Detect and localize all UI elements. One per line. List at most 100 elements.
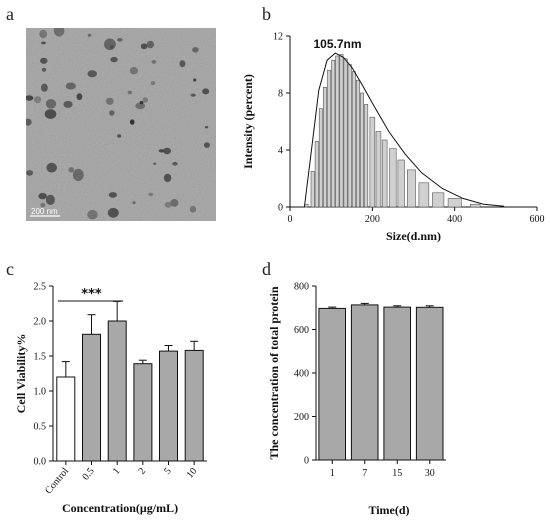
nanoparticle — [63, 100, 73, 108]
nanoparticle — [179, 60, 186, 68]
histogram-bar — [406, 169, 416, 208]
nanoparticle — [193, 78, 197, 82]
nanoparticle — [26, 118, 32, 126]
panel-c-letter: c — [6, 259, 14, 279]
x-axis-title: Concentration(μg/mL) — [62, 501, 178, 515]
y-tick-label: 600 — [294, 325, 309, 336]
bar — [56, 376, 76, 462]
histogram-bar — [343, 58, 348, 208]
nanoparticle — [41, 67, 47, 72]
nanoparticle — [158, 149, 165, 153]
nanoparticle — [26, 170, 34, 176]
histogram-bar — [322, 87, 327, 208]
nanoparticle — [140, 43, 148, 50]
nanoparticle — [163, 147, 171, 155]
nanoparticle — [203, 142, 210, 148]
panel-d-letter: d — [262, 259, 271, 279]
x-tick-label: 400 — [447, 214, 462, 225]
y-tick-label: 1.5 — [34, 352, 47, 363]
nanoparticle — [105, 97, 114, 105]
y-tick-label: 2.0 — [34, 317, 47, 328]
nanoparticle — [107, 207, 119, 218]
nanoparticle — [192, 47, 199, 53]
nanoparticle — [44, 109, 57, 119]
nanoparticle — [45, 99, 57, 109]
nanoparticle — [34, 96, 42, 104]
peak-size-annotation: 105.7nm — [313, 37, 361, 51]
nanoparticle — [40, 202, 46, 208]
nanoparticle — [110, 56, 118, 63]
bar — [350, 304, 379, 461]
nanoparticle — [150, 81, 156, 86]
y-tick-label: 0.5 — [34, 422, 47, 433]
nanoparticle — [202, 88, 210, 95]
y-axis-title: Cell Viability% — [14, 334, 28, 414]
nanoparticle — [142, 97, 149, 103]
histogram-bar — [310, 171, 315, 208]
panel-a-letter: a — [6, 4, 14, 24]
y-axis-title: Intensity (percent) — [241, 74, 255, 169]
histogram-bar — [389, 148, 397, 208]
nanoparticle — [129, 119, 135, 125]
x-tick-label: Control — [43, 466, 71, 497]
nanoparticle — [172, 161, 178, 166]
x-tick-label: 10 — [185, 466, 200, 481]
y-tick-label: 0.0 — [34, 457, 47, 468]
nanoparticle — [87, 33, 92, 37]
chart-d-total-protein: 0 200 400 600 800 1 7 15 30 Time(d) The concentrat… — [267, 282, 446, 517]
significance-stars: *** — [81, 287, 102, 302]
x-tick-label: 200 — [365, 214, 380, 225]
y-axis-title: The concentration of total protein — [267, 286, 281, 459]
nanoparticle — [38, 192, 47, 200]
nanoparticle — [163, 173, 172, 183]
x-tick-label: 600 — [530, 214, 545, 225]
nanoparticle — [65, 82, 76, 90]
histogram-bar — [447, 198, 462, 208]
y-tick-label: 2.5 — [34, 282, 47, 293]
x-axis-title: Size(d.nm) — [386, 229, 441, 243]
y-tick-label: 4 — [278, 146, 283, 157]
histogram-bar — [469, 203, 481, 208]
y-tick-label: 12 — [273, 32, 283, 43]
histogram-bar — [335, 55, 340, 208]
bar — [82, 333, 101, 462]
nanoparticle — [108, 192, 117, 198]
histogram-bar — [397, 159, 405, 208]
x-tick-label: 0 — [288, 214, 293, 225]
nanoparticle — [72, 168, 84, 182]
bar — [383, 306, 411, 461]
x-tick-label: 5 — [162, 466, 174, 477]
histogram-bar — [375, 131, 382, 208]
x-tick-label: 0.5 — [80, 466, 96, 483]
nanoparticle — [117, 38, 123, 42]
bar — [184, 349, 204, 462]
panel-b-letter: b — [262, 4, 271, 24]
nanoparticle — [189, 205, 197, 213]
histogram-bar — [351, 71, 356, 208]
histogram-bar — [347, 64, 352, 208]
micrograph-grain — [26, 28, 216, 221]
x-tick-label: 7 — [362, 468, 367, 479]
histogram-bar — [339, 54, 344, 208]
bar — [107, 320, 127, 462]
x-tick-label: 30 — [425, 468, 435, 479]
scale-bar: 200 nm — [30, 207, 60, 217]
nanoparticle — [76, 93, 83, 101]
nanoparticle — [41, 83, 48, 92]
nanoparticle — [26, 95, 34, 101]
nanoparticle — [117, 134, 122, 138]
nanoparticle — [190, 93, 196, 97]
chart-c-cell-viability: 0.0 0.5 1.0 1.5 2.0 2.5 Control 0.5 1 2 5 10 Concent… — [14, 282, 207, 515]
nanoparticle — [104, 38, 116, 51]
tem-micrograph — [26, 28, 216, 221]
fit-curve-line — [303, 52, 505, 208]
nanoparticle — [68, 167, 75, 173]
y-tick-label: 0 — [304, 456, 309, 467]
x-tick-label: 1 — [330, 468, 335, 479]
nanoparticle — [87, 209, 98, 220]
nanoparticle — [204, 126, 209, 129]
nanoparticle — [151, 60, 157, 64]
nanoparticle — [146, 40, 154, 49]
histogram-bar — [314, 141, 319, 208]
nanoparticle — [45, 194, 55, 205]
